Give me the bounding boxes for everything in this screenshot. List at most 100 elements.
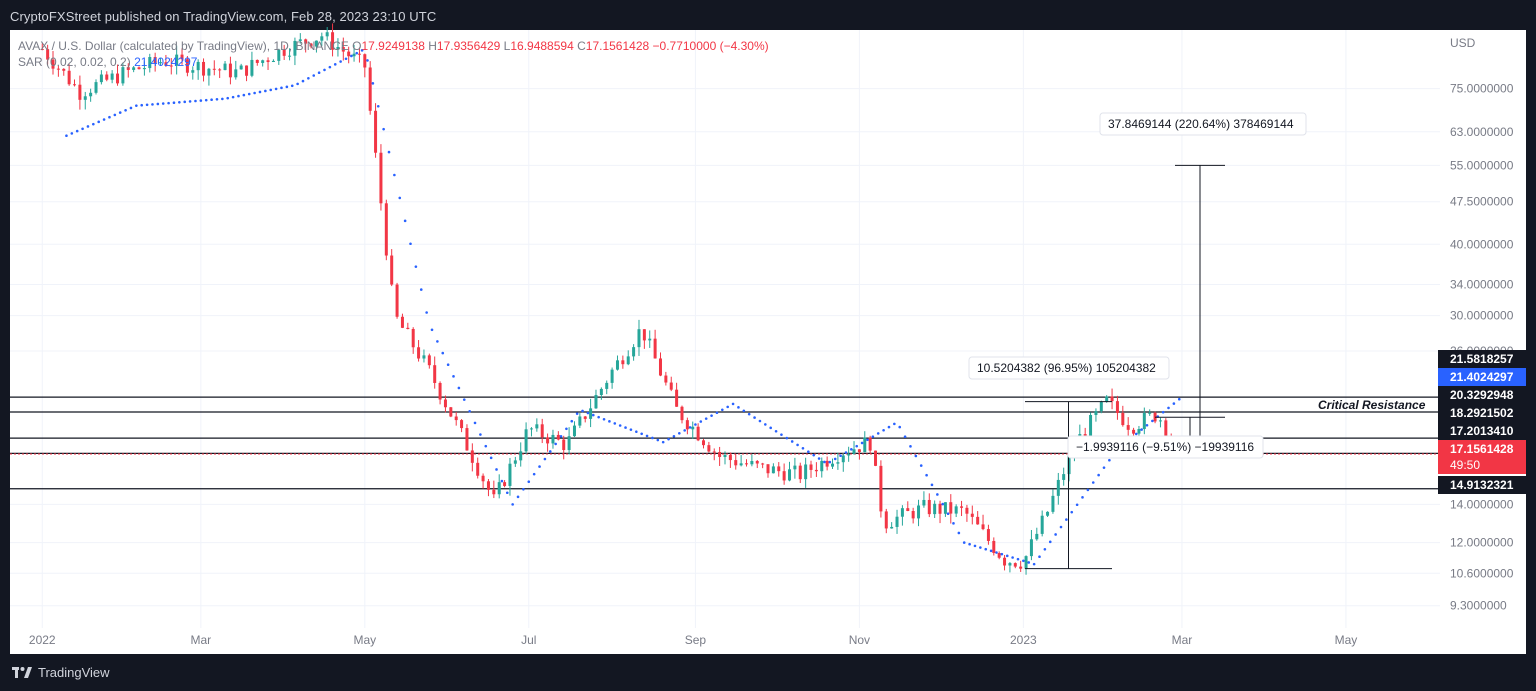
sar-dot	[844, 451, 848, 454]
sar-dot	[1161, 410, 1165, 414]
price-axis[interactable]: USD 75.0000000 63.0000000 55.0000000 47.500…	[1450, 36, 1514, 613]
sar-dot	[898, 425, 902, 429]
sar-dot	[333, 63, 337, 66]
candle-body	[83, 96, 87, 100]
candle-body	[363, 54, 367, 68]
candle-body	[524, 429, 528, 452]
candle-body	[357, 53, 361, 55]
candle-body	[1105, 396, 1109, 402]
y-tick-label: 9.3000000	[1450, 599, 1507, 613]
publish-line: CryptoFXStreet published on TradingView.…	[10, 9, 437, 24]
sar-dot	[188, 100, 192, 103]
candle-body	[180, 54, 184, 60]
candle-body	[997, 553, 1001, 558]
candle-body	[406, 327, 410, 329]
candle-body	[890, 526, 894, 529]
sar-dot	[581, 409, 584, 413]
sar-dot	[957, 531, 961, 535]
sar-dot	[651, 436, 654, 440]
sar-dot	[1048, 540, 1052, 544]
sar-dot	[930, 483, 934, 487]
candle-body	[761, 463, 765, 465]
candle-body	[981, 524, 985, 530]
tradingview-brand[interactable]: TradingView	[12, 665, 110, 680]
candle-body	[852, 449, 856, 454]
sar-dot	[1038, 555, 1041, 559]
sar-dot	[882, 428, 885, 432]
tag-last-price-countdown: 49:50	[1450, 458, 1480, 472]
candle-body	[1029, 539, 1033, 557]
sar-dot	[575, 412, 579, 415]
tag-level-b-bg	[1438, 386, 1526, 404]
tag-level-c: 18.2921502	[1450, 406, 1514, 420]
y-tick-label: 12.0000000	[1450, 536, 1514, 550]
candle-body	[954, 506, 958, 514]
candle-body	[89, 92, 93, 97]
sar-dot	[511, 503, 514, 506]
candle-body	[62, 68, 66, 71]
candle-body	[1158, 420, 1162, 422]
sar-dot	[1151, 419, 1154, 423]
sar-dot	[366, 59, 369, 62]
candle-body	[535, 424, 539, 429]
candle-body	[1019, 566, 1023, 569]
candle-body	[368, 67, 372, 111]
candle-body	[94, 82, 98, 93]
sar-dot	[86, 125, 90, 128]
candle-body	[212, 68, 216, 70]
candle-body	[653, 338, 657, 359]
sar-dot	[1097, 473, 1100, 477]
y-tick-label: 75.0000000	[1450, 82, 1514, 96]
candle-body	[1056, 479, 1060, 496]
measure-2-label-box	[1099, 112, 1307, 136]
indicator-name[interactable]: SAR (0.02, 0.02, 0.2)	[18, 55, 131, 69]
candle-body	[196, 61, 200, 71]
candle-body	[696, 426, 700, 441]
candle-body	[1040, 515, 1044, 534]
candle-body	[556, 434, 560, 440]
sar-dot	[194, 99, 197, 103]
tag-level-b: 20.3292948	[1450, 388, 1514, 402]
candle-body	[261, 60, 265, 63]
candle-body	[723, 454, 727, 457]
x-tick-label: Sep	[685, 633, 707, 647]
sar-dot	[285, 85, 289, 89]
candle-body	[960, 506, 964, 508]
candle-body	[804, 464, 808, 480]
candle-body	[1110, 396, 1114, 402]
y-tick-label: 47.5000000	[1450, 195, 1514, 209]
candle-body	[632, 347, 636, 357]
candle-body	[497, 482, 501, 495]
sar-dot	[1167, 406, 1170, 410]
legend-symbol[interactable]: AVAX / U.S. Dollar (calculated by Tradin…	[18, 39, 349, 53]
high-label: H	[428, 39, 437, 53]
measure-1-label-box	[968, 356, 1170, 380]
candle-body	[508, 463, 512, 486]
sar-dot	[952, 522, 955, 525]
sar-dot	[565, 427, 568, 431]
time-axis[interactable]: 2022 Mar May Jul Sep Nov 2023 Mar May	[29, 633, 1357, 647]
sar-dot	[554, 442, 557, 446]
measure-tools[interactable]: 10.5204382 (96.95%) 105204382 37.8469144 …	[968, 112, 1307, 570]
candle-body	[605, 382, 609, 389]
candle-body	[691, 426, 695, 430]
candle-body	[594, 395, 598, 409]
candle-body	[927, 499, 931, 515]
candle-body	[615, 360, 619, 370]
y-tick-label: 55.0000000	[1450, 158, 1514, 172]
sar-dot	[833, 457, 837, 461]
tradingview-logo-icon	[12, 666, 32, 678]
sar-dot	[979, 546, 982, 549]
sar-dot	[726, 405, 729, 409]
sar-dot	[409, 242, 412, 246]
candle-body	[884, 511, 888, 529]
sar-dot	[215, 98, 219, 101]
indicator-value: 21.4024297	[134, 55, 198, 69]
candle-body	[105, 74, 109, 80]
candle-body	[460, 420, 464, 429]
sar-dot	[796, 443, 799, 447]
low-value: 16.9488594	[510, 39, 574, 53]
candle-body	[331, 32, 335, 50]
sar-dot	[441, 351, 445, 355]
